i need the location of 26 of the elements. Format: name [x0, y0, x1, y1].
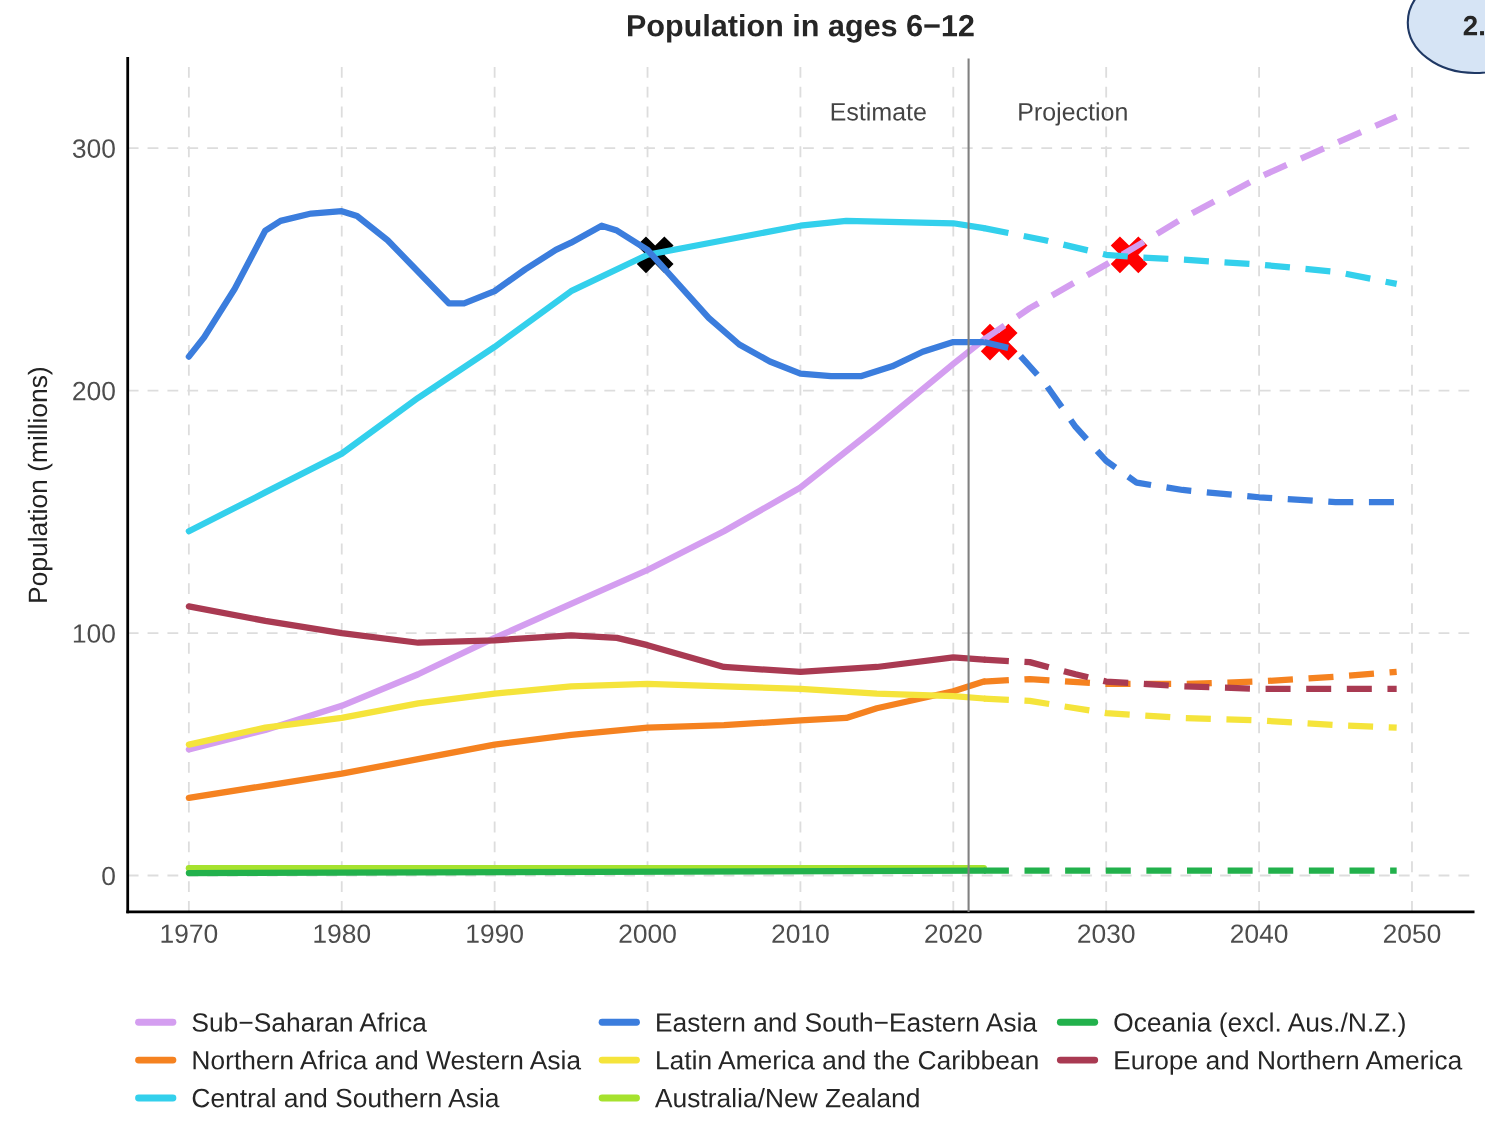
legend-label: Australia/New Zealand: [654, 1088, 919, 1108]
legend-label: Oceania (excl. Aus./N.Z.): [1114, 1012, 1405, 1038]
y-axis-title: Population (millions): [27, 367, 53, 602]
text: 2.: [1463, 15, 1484, 36]
legend-label: Central and Southern Asia: [192, 1088, 500, 1108]
x-tick-label: 2050: [1383, 924, 1441, 944]
legend-label: Europe and Northern America: [1115, 1050, 1463, 1075]
chart-title: Population in ages 6−12: [628, 14, 974, 43]
y-tick-label: 300: [72, 139, 115, 158]
annotation: Estimate: [831, 102, 926, 121]
y-tick-label: 200: [73, 381, 115, 401]
x-tick-label: 2020: [925, 924, 982, 944]
y-tick-label: 100: [73, 624, 115, 643]
x-tick-label: 2010: [772, 924, 829, 944]
legend-label: Eastern and South−Eastern Asia: [657, 1012, 1038, 1032]
y-tick-label: 0: [102, 866, 115, 886]
legend-label: Latin America and the Caribbean: [657, 1050, 1038, 1070]
x-tick-label: 2040: [1231, 924, 1288, 944]
x-tick-label: 1970: [161, 924, 218, 944]
x-tick-label: 2000: [619, 924, 676, 944]
x-tick-label: 1980: [314, 924, 371, 944]
x-tick-label: 1990: [467, 924, 523, 944]
x-tick-label: 2030: [1078, 924, 1135, 944]
legend-label: Sub−Saharan Africa: [192, 1012, 427, 1032]
annotation: Projection: [1019, 102, 1127, 126]
legend-label: Northern Africa and Western Asia: [193, 1050, 582, 1070]
